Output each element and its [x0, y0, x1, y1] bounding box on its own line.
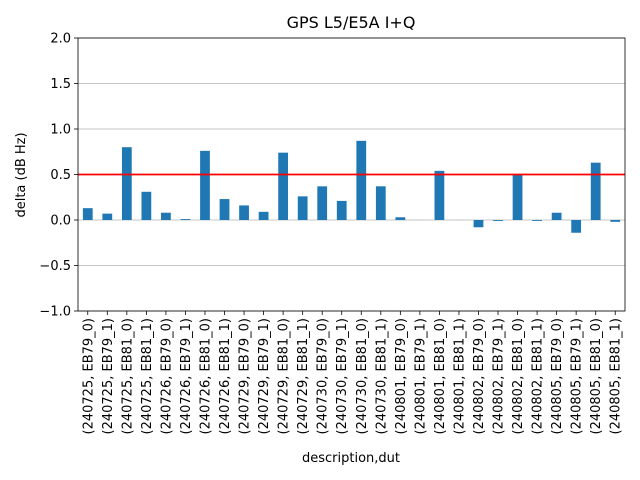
x-tick-label: (240805, EB79_0): [550, 318, 565, 434]
x-tick-label: (240730, EB79_1): [335, 318, 350, 434]
x-tick-label: (240802, EB81_0): [511, 318, 526, 434]
x-tick-label: (240802, EB81_1): [531, 318, 546, 434]
y-axis-title: delta (dB Hz): [14, 132, 29, 217]
bar: [297, 196, 308, 220]
bar: [317, 186, 328, 220]
x-tick-label: (240801, EB79_0): [394, 318, 409, 434]
bar: [102, 213, 113, 220]
x-tick-label: (240805, EB81_0): [589, 318, 604, 434]
x-tick-label: (240725, EB79_1): [101, 318, 116, 434]
bar: [180, 219, 191, 220]
y-tick-label: −0.5: [39, 259, 71, 274]
bar: [121, 147, 132, 220]
y-tick-label: −1.0: [39, 305, 71, 320]
x-tick-label: (240730, EB81_1): [374, 318, 389, 434]
x-axis-title: description,dut: [302, 451, 400, 466]
x-tick-label: (240802, EB79_1): [492, 318, 507, 434]
bar: [493, 220, 503, 221]
bar: [82, 208, 93, 220]
x-tick-label: (240726, EB79_1): [179, 318, 194, 434]
bar: [434, 170, 445, 220]
axis-layer: −1.0 −0.5 0.0 0.5 1.0 1.5 2.0 (240725, EB79_0) (…: [39, 32, 626, 434]
bar: [512, 174, 523, 220]
bar: [336, 200, 347, 220]
bar: [278, 152, 289, 220]
x-tick-label: (240805, EB81_1): [609, 318, 624, 434]
bar: [258, 211, 269, 220]
bar: [590, 162, 601, 220]
bar: [200, 150, 210, 220]
plot-frame: [77, 37, 626, 312]
x-tick-label: (240729, EB81_0): [277, 318, 292, 434]
x-tick-label: (240805, EB79_1): [570, 318, 585, 434]
x-tick-label: (240801, EB79_1): [413, 318, 428, 434]
x-tick-label: (240725, EB81_0): [120, 318, 135, 434]
bar: [610, 220, 621, 222]
x-tick-label: (240729, EB79_0): [238, 318, 253, 434]
y-tick-label: 0.5: [50, 168, 71, 183]
x-tick-label: (240726, EB81_0): [198, 318, 213, 434]
bar: [395, 217, 406, 220]
y-tick-label: 1.5: [50, 77, 71, 92]
x-tick-label: (240802, EB79_0): [472, 318, 487, 434]
x-tick-label: (240726, EB81_1): [218, 318, 233, 434]
x-tick-label: (240730, EB79_0): [316, 318, 331, 434]
x-tick-label: (240730, EB81_0): [355, 318, 370, 434]
x-tick-label: (240725, EB79_0): [81, 318, 96, 434]
x-tick-label: (240725, EB81_1): [140, 318, 155, 434]
x-tick-label: (240726, EB79_0): [159, 318, 174, 434]
y-tick-label: 1.0: [50, 123, 71, 138]
bar: [473, 220, 484, 228]
bar-layer: [82, 140, 621, 233]
x-tick-label: (240729, EB79_1): [257, 318, 272, 434]
bar: [571, 220, 582, 233]
bar: [141, 191, 152, 220]
x-tick-label: (240801, EB81_0): [433, 318, 448, 434]
bar: [239, 205, 249, 220]
y-tick-label: 2.0: [50, 32, 71, 47]
x-tick-label: (240729, EB81_1): [296, 318, 311, 434]
bar: [551, 212, 562, 220]
bar: [219, 199, 230, 220]
bar: [375, 186, 386, 220]
bar: [161, 212, 171, 220]
bar: [356, 140, 367, 220]
chart-title: GPS L5/E5A I+Q: [287, 13, 416, 32]
x-tick-label: (240801, EB81_1): [452, 318, 467, 434]
bar: [532, 220, 542, 221]
y-tick-label: 0.0: [50, 214, 71, 229]
